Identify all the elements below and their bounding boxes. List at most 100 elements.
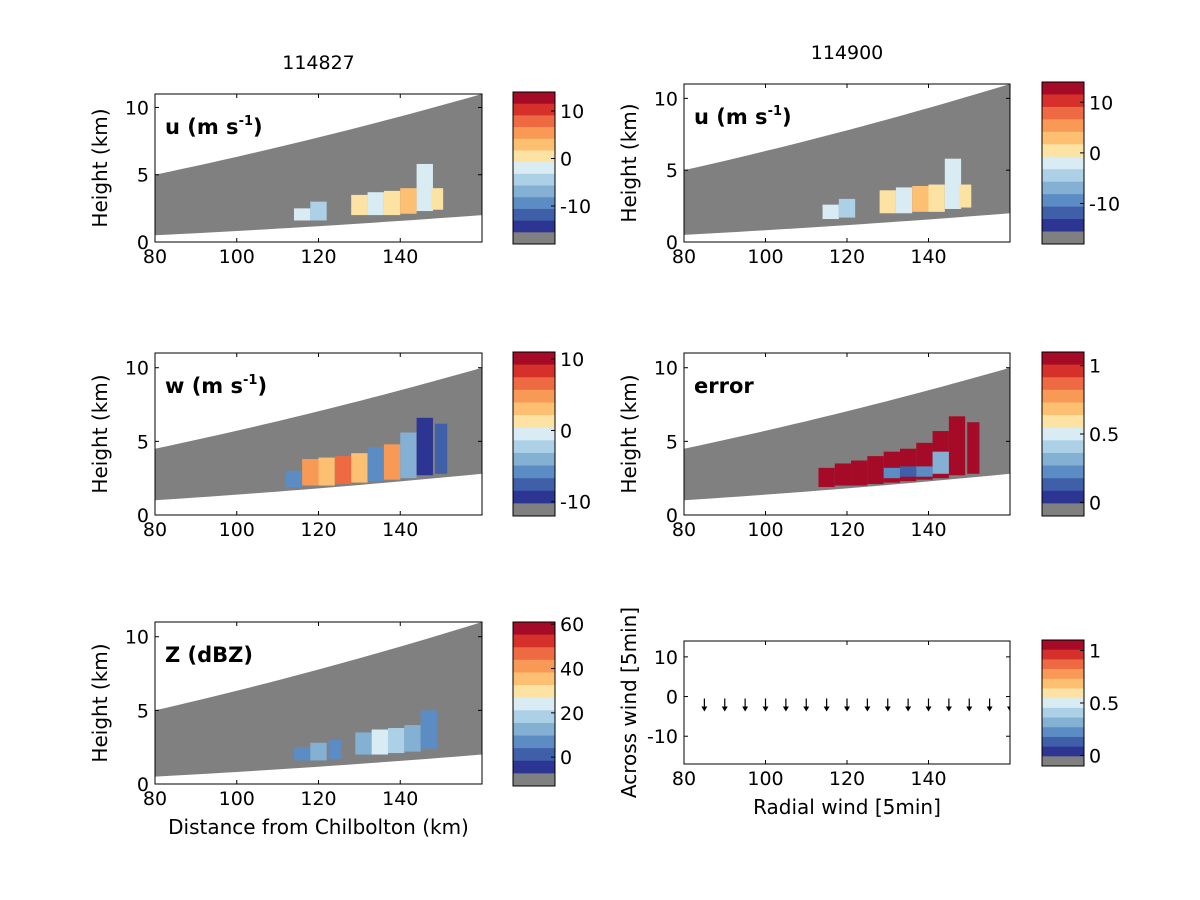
y-tick-label: 0 — [137, 774, 149, 796]
x-tick-label: 80 — [672, 246, 696, 268]
echo-cell — [383, 444, 401, 480]
colorbar-swatch — [1042, 377, 1084, 391]
colorbar-tick-label: 0.5 — [1089, 693, 1119, 715]
y-tick-label: 10 — [654, 358, 678, 380]
x-tick-label: 100 — [219, 519, 255, 541]
colorbar-swatch — [1042, 649, 1084, 660]
x-axis-label: Distance from Chilbolton (km) — [168, 815, 469, 839]
x-tick-label: 120 — [300, 788, 336, 810]
echo-cell — [838, 198, 856, 218]
colorbar-swatch — [1042, 194, 1084, 208]
colorbar-tick-label: 0 — [1089, 746, 1101, 768]
wind-arrow-head — [925, 706, 932, 712]
colorbar-swatch — [513, 92, 555, 105]
colorbar-tick-label: 0 — [560, 747, 572, 769]
y-axis-label: Height (km) — [88, 108, 112, 227]
echo-cell — [400, 432, 417, 479]
wind-arrow-head — [721, 706, 728, 712]
echo-cell — [400, 188, 417, 214]
panel-annotation: Z (dBZ) — [165, 643, 253, 667]
colorbar-swatch — [513, 452, 555, 467]
wind-arrow-head — [884, 706, 891, 712]
y-axis-label: Height (km) — [617, 103, 641, 222]
colorbar-swatch — [513, 415, 555, 429]
colorbar-swatch — [1042, 490, 1084, 504]
colorbar-swatch — [513, 440, 555, 454]
echo-cell — [367, 447, 384, 482]
colorbar-tick-label: 0 — [1089, 143, 1101, 165]
x-tick-label: 120 — [829, 768, 865, 790]
echo-cell — [879, 190, 896, 214]
colorbar-swatch — [513, 138, 555, 151]
y-axis-label: Height (km) — [88, 374, 112, 493]
wind-arrow-head — [701, 706, 708, 712]
colorbar-swatch — [1042, 352, 1084, 366]
colorbar-swatch — [513, 185, 555, 198]
colorbar-swatch — [513, 672, 555, 686]
echo-cell — [328, 739, 341, 759]
plot-content — [684, 367, 1010, 501]
echo-cell — [367, 192, 384, 216]
colorbar-swatch — [513, 162, 555, 175]
colorbar-tick-label: 10 — [560, 349, 584, 371]
colorbar-swatch — [1042, 746, 1084, 757]
echo-cell — [944, 158, 962, 209]
wind-arrow-head — [823, 706, 830, 712]
echo-cell — [434, 423, 448, 474]
colorbar-swatch — [1042, 727, 1084, 738]
wind-arrow-head — [986, 706, 993, 712]
y-tick-label: 0 — [137, 505, 149, 527]
colorbar-frame — [512, 621, 556, 787]
x-tick-label: 120 — [300, 246, 336, 268]
x-tick-label: 80 — [143, 246, 167, 268]
colorbar-swatch — [513, 389, 555, 403]
colorbar-swatch — [1042, 402, 1084, 416]
panel-annotation: error — [694, 374, 754, 398]
y-tick-label: 5 — [137, 700, 149, 722]
colorbar-swatch — [1042, 688, 1084, 699]
echo-cell — [967, 422, 980, 474]
echo-cell — [293, 747, 311, 761]
panel-annotation: w (m s-1) — [165, 373, 267, 398]
colorbar-swatch — [1042, 206, 1084, 220]
x-tick-label: 100 — [219, 246, 255, 268]
y-tick-label: 10 — [654, 647, 678, 669]
colorbar-swatch — [513, 377, 555, 391]
colorbar-swatch — [513, 220, 555, 233]
echo-cell — [834, 463, 852, 486]
echo-cell — [383, 190, 401, 216]
wind-arrow-head — [905, 706, 912, 712]
y-tick-label: -10 — [647, 726, 678, 748]
y-tick-label: 5 — [137, 431, 149, 453]
colorbar-swatch — [513, 465, 555, 479]
colorbar-swatch — [1042, 364, 1084, 378]
plot-content — [701, 698, 1010, 712]
wind-arrow-head — [945, 706, 952, 712]
echo-cell — [310, 742, 327, 761]
colorbar-swatch — [1042, 698, 1084, 709]
colorbar-swatch — [513, 402, 555, 416]
colorbar-swatch — [513, 490, 555, 504]
colorbar-tick-label: 10 — [1089, 92, 1113, 114]
colorbar-swatch — [1042, 452, 1084, 467]
y-tick-label: 5 — [137, 165, 149, 187]
echo-cell — [928, 184, 945, 212]
colorbar-frame — [512, 351, 556, 517]
colorbar-swatch — [1042, 717, 1084, 728]
echo-cell — [371, 729, 388, 755]
x-tick-label: 140 — [382, 519, 418, 541]
x-tick-label: 140 — [910, 519, 946, 541]
y-tick-label: 10 — [654, 88, 678, 110]
x-tick-label: 100 — [747, 519, 783, 541]
colorbar-swatch — [1042, 503, 1084, 516]
x-tick-label: 120 — [829, 246, 865, 268]
colorbar-tick-label: -10 — [1089, 194, 1120, 216]
colorbar-swatch — [513, 735, 555, 749]
colorbar-swatch — [513, 647, 555, 661]
echo-cell — [822, 204, 839, 220]
echo-cell — [818, 467, 835, 488]
y-tick-label: 10 — [125, 627, 149, 649]
